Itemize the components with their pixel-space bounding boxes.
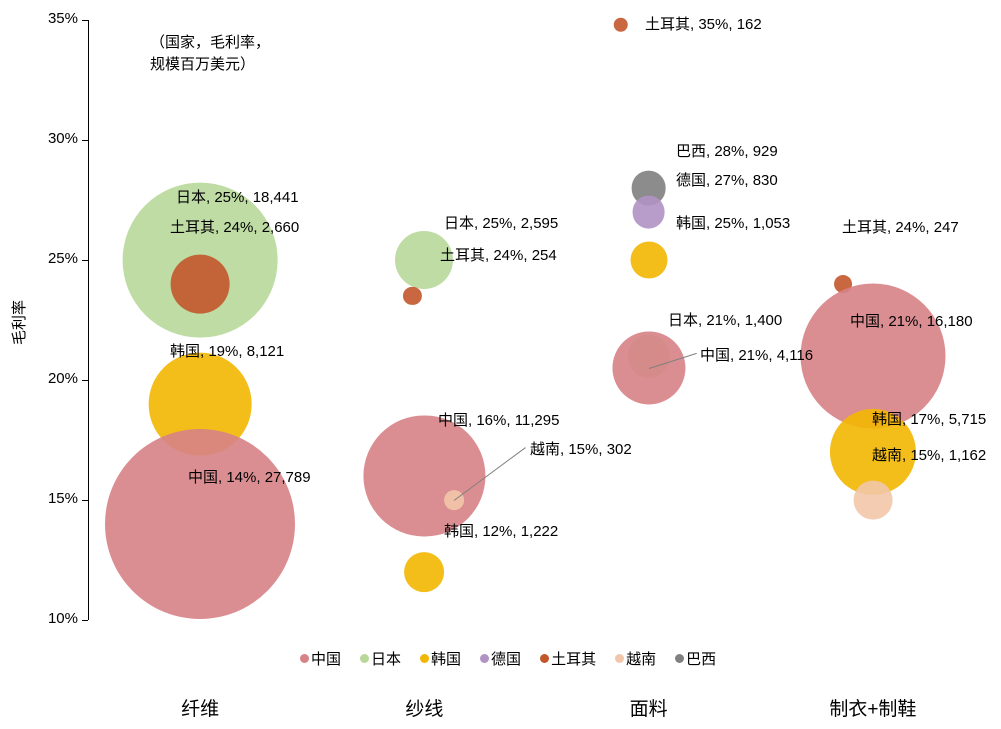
x-category-label: 纤维 — [181, 694, 219, 721]
y-tick-label: 35% — [38, 10, 78, 27]
bubble-label: 韩国, 19%, 8,121 — [170, 340, 284, 361]
bubble-label: 越南, 15%, 302 — [530, 438, 632, 459]
bubble-label: 越南, 15%, 1,162 — [872, 444, 986, 465]
legend-swatch-icon — [615, 654, 624, 663]
legend-swatch-icon — [540, 654, 549, 663]
legend-swatch-icon — [420, 654, 429, 663]
bubble-label: 韩国, 25%, 1,053 — [676, 212, 790, 233]
chart-subtitle-line1: （国家，毛利率， — [150, 32, 270, 53]
legend-label: 巴西 — [686, 648, 716, 669]
y-axis-line — [88, 20, 89, 620]
y-tick-label: 30% — [38, 130, 78, 147]
bubble-中国 — [800, 284, 945, 429]
bubble-韩国 — [404, 552, 444, 592]
chart-subtitle-line2: 规模百万美元） — [150, 54, 255, 75]
x-category-label: 面料 — [630, 694, 668, 721]
bubble-中国 — [105, 429, 295, 619]
bubble-label: 土耳其, 24%, 254 — [440, 244, 557, 265]
legend-swatch-icon — [360, 654, 369, 663]
y-tick-mark — [82, 20, 88, 21]
y-axis-title: 毛利率 — [8, 300, 29, 345]
legend-item: 德国 — [480, 648, 521, 669]
bubble-label: 中国, 14%, 27,789 — [188, 466, 311, 487]
bubble-label: 中国, 21%, 4,116 — [700, 344, 813, 365]
y-tick-label: 25% — [38, 250, 78, 267]
bubble-德国 — [632, 196, 665, 229]
bubble-label: 韩国, 12%, 1,222 — [444, 520, 558, 541]
bubble-label: 中国, 21%, 16,180 — [850, 310, 973, 331]
bubble-土耳其 — [613, 18, 628, 33]
legend-item: 韩国 — [420, 648, 461, 669]
bubble-label: 土耳其, 24%, 247 — [842, 216, 959, 237]
bubble-label: 土耳其, 24%, 2,660 — [170, 216, 299, 237]
y-tick-mark — [82, 500, 88, 501]
bubble-韩国 — [630, 242, 667, 279]
legend-item: 土耳其 — [540, 648, 596, 669]
bubble-label: 韩国, 17%, 5,715 — [872, 408, 986, 429]
bubble-label: 土耳其, 35%, 162 — [645, 13, 762, 34]
bubble-label: 日本, 25%, 18,441 — [176, 186, 299, 207]
y-tick-label: 15% — [38, 490, 78, 507]
bubble-chart: 毛利率 （国家，毛利率， 规模百万美元） 10% 15% 20% 25% 30% 35% 纤… — [0, 0, 1001, 729]
legend-label: 越南 — [626, 648, 656, 669]
legend-swatch-icon — [480, 654, 489, 663]
bubble-label: 日本, 25%, 2,595 — [444, 212, 558, 233]
bubble-label: 中国, 16%, 11,295 — [438, 409, 559, 430]
legend-swatch-icon — [675, 654, 684, 663]
legend-label: 中国 — [311, 648, 341, 669]
legend-label: 德国 — [491, 648, 521, 669]
legend-item: 日本 — [360, 648, 401, 669]
x-category-label: 纱线 — [405, 694, 443, 721]
bubble-label: 巴西, 28%, 929 — [676, 140, 778, 161]
y-tick-mark — [82, 380, 88, 381]
legend-item: 中国 — [300, 648, 341, 669]
y-tick-mark — [82, 140, 88, 141]
legend-swatch-icon — [300, 654, 309, 663]
y-tick-mark — [82, 260, 88, 261]
bubble-越南 — [853, 481, 892, 520]
bubble-label: 日本, 21%, 1,400 — [668, 309, 782, 330]
legend-label: 日本 — [371, 648, 401, 669]
chart-legend: 中国 日本 韩国 德国 土耳其 越南 巴西 — [300, 648, 716, 669]
bubble-中国 — [364, 415, 485, 536]
y-tick-label: 20% — [38, 370, 78, 387]
bubble-label: 德国, 27%, 830 — [676, 169, 778, 190]
bubble-土耳其 — [403, 287, 421, 305]
legend-item: 巴西 — [675, 648, 716, 669]
legend-label: 土耳其 — [551, 648, 596, 669]
bubble-土耳其 — [171, 255, 230, 314]
x-category-label: 制衣+制鞋 — [829, 694, 916, 721]
y-tick-mark — [82, 620, 88, 621]
legend-label: 韩国 — [431, 648, 461, 669]
y-tick-label: 10% — [38, 610, 78, 627]
legend-item: 越南 — [615, 648, 656, 669]
